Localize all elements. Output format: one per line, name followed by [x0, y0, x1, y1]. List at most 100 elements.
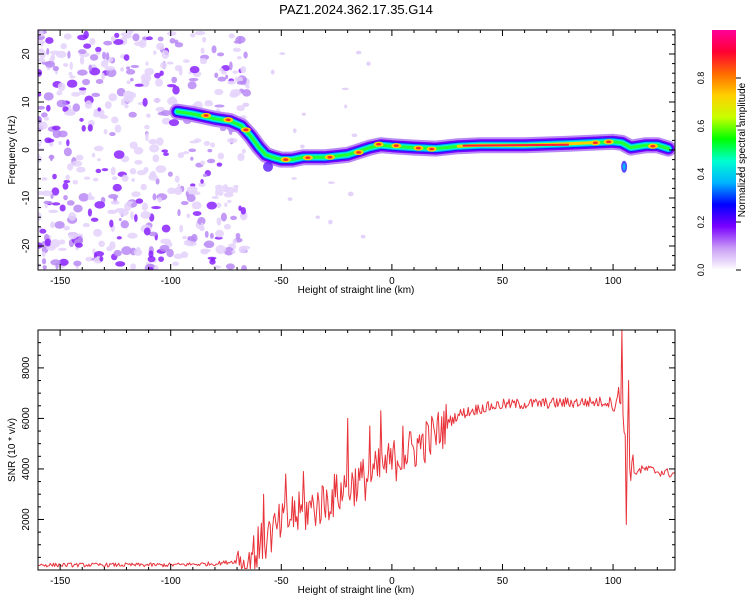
snr-ytick-label: 8000 [21, 356, 32, 379]
noise-blob [127, 232, 138, 239]
noise-blob [154, 72, 161, 79]
noise-blob [232, 238, 237, 245]
noise-blob [180, 251, 189, 259]
ridge-peak-band [462, 143, 569, 147]
noise-blob [206, 158, 216, 164]
noise-blob [202, 36, 207, 43]
noise-blob [98, 240, 106, 248]
noise-blob [155, 78, 164, 87]
noise-blob [328, 219, 333, 225]
noise-blob [166, 248, 174, 258]
noise-blob [182, 151, 190, 155]
noise-blob [126, 80, 131, 85]
noise-blob [161, 224, 171, 233]
noise-blob [46, 104, 51, 112]
noise-blob [52, 173, 57, 180]
noise-blob [225, 74, 229, 80]
noise-blob [191, 201, 202, 210]
noise-blob [227, 199, 232, 203]
noise-blob [215, 245, 227, 254]
noise-blob [211, 195, 220, 200]
noise-blob [169, 96, 176, 103]
noise-blob [315, 215, 321, 220]
snr-frame [37, 329, 676, 571]
noise-blob [157, 111, 166, 116]
noise-blob [115, 261, 126, 267]
noise-blob [101, 168, 109, 172]
noise-blob [83, 176, 91, 180]
noise-blob [51, 202, 61, 206]
spectrogram-xtick-label: -150 [50, 276, 70, 287]
noise-blob [83, 43, 92, 49]
noise-blob [38, 155, 43, 163]
noise-blob [156, 42, 165, 51]
spectrogram-xlabel: Height of straight line (km) [298, 285, 415, 296]
noise-blob [59, 239, 66, 245]
noise-blob [57, 247, 67, 252]
ridge-hot-core [650, 144, 656, 148]
noise-blob [133, 248, 143, 256]
noise-blob [111, 176, 118, 181]
noise-blob [233, 40, 242, 44]
noise-blob [138, 39, 147, 48]
noise-blob [104, 66, 116, 71]
noise-blob [116, 236, 122, 240]
noise-blob [120, 98, 126, 106]
noise-blob [230, 215, 237, 221]
ridge-hot-core [243, 128, 249, 132]
noise-blob [73, 204, 83, 213]
noise-blob [245, 84, 250, 89]
noise-blob [212, 265, 222, 269]
noise-blob [62, 182, 69, 190]
noise-blob [155, 178, 160, 185]
noise-blob [47, 138, 55, 143]
noise-blob [78, 87, 87, 91]
spectrogram-ytick-label: -10 [21, 190, 32, 205]
noise-blob [38, 48, 44, 52]
noise-blob [63, 225, 70, 231]
ridge-hot-core [415, 146, 421, 150]
noise-blob [101, 72, 105, 81]
noise-blob [215, 229, 224, 238]
noise-blob [67, 50, 71, 59]
noise-blob [65, 174, 70, 181]
noise-blob [224, 202, 228, 208]
noise-blob [59, 204, 66, 212]
noise-blob [140, 73, 152, 83]
snr-series-line [38, 330, 675, 570]
noise-blob [148, 231, 158, 237]
noise-blob [90, 217, 99, 222]
spectrogram-ytick-label: 0 [21, 147, 32, 153]
snr-plot-area [38, 330, 675, 570]
noise-blob [66, 200, 75, 206]
noise-blob [148, 173, 158, 181]
noise-blob [190, 183, 196, 187]
noise-blob [50, 239, 61, 248]
noise-blob [240, 207, 247, 215]
noise-blob [64, 110, 76, 116]
noise-blob [67, 163, 74, 171]
noise-blob [220, 212, 227, 222]
noise-blob [49, 154, 54, 162]
noise-blob [60, 43, 68, 50]
noise-blob [292, 128, 297, 134]
noise-blob [200, 249, 209, 255]
noise-blob [161, 50, 170, 59]
noise-blob [42, 265, 47, 270]
noise-blob [233, 186, 239, 193]
noise-blob [62, 106, 69, 113]
noise-blob [182, 235, 188, 240]
noise-blob [200, 47, 205, 54]
ridge-spread [263, 161, 274, 172]
noise-blob [168, 119, 180, 127]
noise-blob [79, 117, 84, 122]
noise-blob [216, 217, 222, 226]
noise-blob [210, 142, 216, 148]
noise-blob [229, 61, 233, 71]
noise-blob [132, 33, 140, 42]
noise-blob [43, 92, 54, 101]
ridge-hot-core [393, 144, 399, 147]
noise-blob [78, 192, 89, 202]
noise-blob [270, 69, 275, 75]
noise-blob [287, 197, 293, 202]
